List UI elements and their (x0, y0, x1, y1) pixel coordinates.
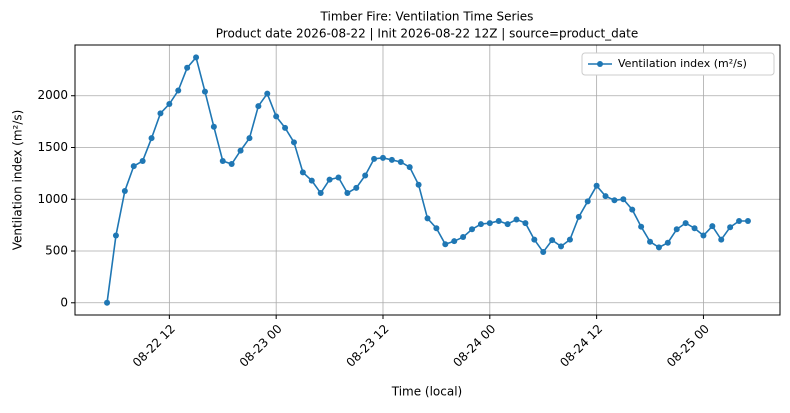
point (273, 113, 280, 120)
y-tick-label: 500 (45, 244, 68, 258)
legend: Ventilation index (m²/s) (581, 52, 775, 76)
point (353, 184, 360, 191)
point (673, 226, 680, 233)
point (664, 239, 671, 246)
legend-box (581, 52, 775, 76)
y-tick-label: 1000 (37, 192, 68, 206)
point (638, 223, 645, 230)
point (415, 181, 422, 188)
point (193, 54, 200, 61)
y-tick-label: 0 (60, 295, 68, 309)
point (727, 224, 734, 231)
point (424, 215, 431, 222)
point (255, 103, 262, 110)
point (433, 225, 440, 232)
point (237, 147, 244, 154)
point (228, 161, 235, 168)
y-axis-label: Ventilation index (m²/s) (11, 110, 25, 251)
y-tick-label: 1500 (37, 140, 68, 154)
point (397, 158, 404, 165)
point (148, 135, 155, 142)
point (344, 190, 351, 197)
point (486, 220, 493, 227)
point (451, 238, 458, 245)
point (495, 217, 502, 224)
point (575, 213, 582, 220)
point (104, 299, 111, 306)
point (406, 164, 413, 171)
point (335, 174, 342, 181)
point (477, 221, 484, 228)
point (629, 206, 636, 213)
point (121, 187, 128, 194)
point (371, 155, 378, 162)
point (647, 238, 654, 245)
point (744, 217, 751, 224)
point (682, 220, 689, 227)
point (460, 234, 467, 241)
y-tick-label: 2000 (37, 88, 68, 102)
point (736, 217, 743, 224)
plot-frame (74, 44, 781, 316)
point (566, 236, 573, 243)
point (308, 177, 315, 184)
point (611, 197, 618, 204)
point (602, 193, 609, 200)
point (558, 243, 565, 250)
point (166, 101, 173, 108)
point (157, 110, 164, 117)
point (442, 241, 449, 248)
point (540, 249, 547, 256)
point (184, 64, 191, 71)
point (130, 163, 137, 170)
chart-subtitle: Product date 2026-08-22 | Init 2026-08-2… (216, 27, 639, 41)
point (246, 135, 253, 142)
legend-label: Ventilation index (m²/s) (618, 57, 747, 70)
point (691, 225, 698, 232)
point (593, 182, 600, 189)
point (709, 223, 716, 230)
point (584, 198, 591, 205)
point (175, 87, 182, 94)
point (219, 157, 226, 164)
point (299, 169, 306, 176)
point (210, 123, 217, 130)
point (290, 139, 297, 146)
x-axis-label: Time (local) (391, 385, 463, 399)
point (201, 88, 208, 95)
point (264, 90, 271, 97)
legend-marker (597, 61, 603, 67)
point (700, 232, 707, 239)
point (531, 236, 538, 243)
point (362, 172, 369, 179)
chart-title: Timber Fire: Ventilation Time Series (320, 10, 534, 24)
point (469, 226, 476, 233)
point (620, 196, 627, 203)
point (513, 216, 520, 223)
point (112, 232, 119, 239)
point (317, 190, 324, 197)
point (326, 176, 333, 183)
point (139, 157, 146, 164)
point (504, 221, 511, 228)
point (718, 236, 725, 243)
point (388, 156, 395, 163)
point (282, 124, 289, 131)
point (549, 237, 556, 244)
point (379, 154, 386, 161)
point (522, 220, 529, 227)
point (655, 244, 662, 251)
